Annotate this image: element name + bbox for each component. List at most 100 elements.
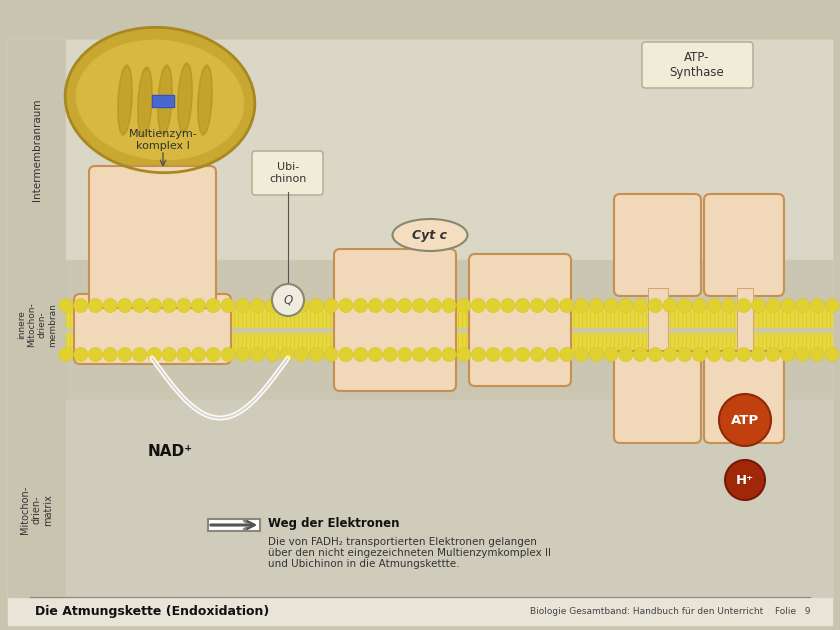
- Circle shape: [751, 299, 765, 312]
- Circle shape: [722, 299, 736, 312]
- Circle shape: [486, 299, 500, 312]
- Circle shape: [192, 299, 206, 312]
- Circle shape: [133, 299, 147, 312]
- Text: H⁺: H⁺: [736, 474, 754, 486]
- Text: Ubi-
chinon: Ubi- chinon: [270, 162, 307, 184]
- Circle shape: [339, 348, 353, 362]
- Circle shape: [221, 348, 235, 362]
- Circle shape: [725, 460, 765, 500]
- Circle shape: [280, 299, 294, 312]
- Circle shape: [619, 348, 633, 362]
- FancyBboxPatch shape: [614, 194, 701, 296]
- Circle shape: [147, 299, 161, 312]
- Circle shape: [177, 299, 191, 312]
- Circle shape: [383, 299, 397, 312]
- Circle shape: [88, 348, 102, 362]
- Circle shape: [428, 348, 441, 362]
- Circle shape: [751, 348, 765, 362]
- Circle shape: [825, 299, 839, 312]
- Circle shape: [295, 299, 308, 312]
- Circle shape: [428, 299, 441, 312]
- Bar: [8, 40, 66, 597]
- Bar: [153, 96, 173, 106]
- Ellipse shape: [392, 219, 468, 251]
- Text: über den nicht eingezeichneten Multienzymkomplex II: über den nicht eingezeichneten Multienzy…: [268, 548, 551, 558]
- Ellipse shape: [180, 67, 190, 129]
- Circle shape: [457, 348, 470, 362]
- Circle shape: [354, 299, 368, 312]
- Ellipse shape: [120, 69, 130, 131]
- FancyBboxPatch shape: [89, 166, 216, 308]
- FancyBboxPatch shape: [334, 249, 456, 391]
- Text: Die Atmungskette (Endoxidation): Die Atmungskette (Endoxidation): [35, 605, 270, 617]
- Circle shape: [398, 299, 412, 312]
- Bar: [208, 519, 260, 531]
- Circle shape: [442, 299, 456, 312]
- FancyBboxPatch shape: [469, 254, 571, 386]
- FancyBboxPatch shape: [252, 151, 323, 195]
- Circle shape: [162, 299, 176, 312]
- Circle shape: [221, 299, 235, 312]
- Circle shape: [59, 299, 73, 312]
- Circle shape: [663, 348, 677, 362]
- Circle shape: [795, 348, 810, 362]
- Circle shape: [324, 348, 339, 362]
- Circle shape: [457, 299, 470, 312]
- Circle shape: [516, 348, 530, 362]
- Circle shape: [486, 348, 500, 362]
- Circle shape: [781, 299, 795, 312]
- Text: innere
Mitochon-
drien-
membran: innere Mitochon- drien- membran: [17, 302, 57, 347]
- Circle shape: [369, 348, 382, 362]
- Circle shape: [559, 299, 574, 312]
- Circle shape: [737, 348, 751, 362]
- Circle shape: [354, 348, 368, 362]
- Bar: [152, 95, 174, 107]
- Ellipse shape: [118, 65, 132, 135]
- Text: Die von FADH₂ transportierten Elektronen gelangen: Die von FADH₂ transportierten Elektronen…: [268, 537, 537, 547]
- Ellipse shape: [178, 63, 192, 133]
- Circle shape: [103, 348, 118, 362]
- Bar: [66, 40, 832, 260]
- Ellipse shape: [197, 65, 213, 135]
- Circle shape: [412, 348, 427, 362]
- Bar: [8, 597, 832, 625]
- FancyBboxPatch shape: [704, 351, 784, 443]
- Circle shape: [118, 348, 132, 362]
- FancyBboxPatch shape: [614, 351, 701, 443]
- Circle shape: [309, 348, 323, 362]
- Bar: [66, 333, 832, 351]
- Circle shape: [678, 299, 691, 312]
- Circle shape: [501, 348, 515, 362]
- Circle shape: [236, 299, 249, 312]
- Circle shape: [272, 284, 304, 316]
- Circle shape: [575, 299, 589, 312]
- Circle shape: [559, 348, 574, 362]
- Circle shape: [633, 299, 648, 312]
- FancyBboxPatch shape: [704, 194, 784, 296]
- Circle shape: [604, 348, 618, 362]
- Ellipse shape: [66, 27, 255, 173]
- Circle shape: [250, 348, 265, 362]
- Circle shape: [398, 348, 412, 362]
- Bar: [66, 260, 832, 400]
- Circle shape: [722, 348, 736, 362]
- Circle shape: [766, 299, 780, 312]
- Ellipse shape: [200, 69, 210, 131]
- Circle shape: [678, 348, 691, 362]
- FancyBboxPatch shape: [74, 294, 231, 364]
- Text: ATP: ATP: [731, 413, 759, 427]
- Circle shape: [369, 299, 382, 312]
- Circle shape: [766, 348, 780, 362]
- Circle shape: [88, 299, 102, 312]
- Circle shape: [133, 348, 147, 362]
- Circle shape: [530, 348, 544, 362]
- Circle shape: [147, 348, 161, 362]
- Circle shape: [74, 299, 87, 312]
- FancyBboxPatch shape: [642, 42, 753, 88]
- Circle shape: [207, 299, 220, 312]
- Ellipse shape: [138, 67, 152, 137]
- Circle shape: [648, 299, 662, 312]
- Circle shape: [265, 299, 279, 312]
- Bar: [737, 288, 753, 358]
- Circle shape: [825, 348, 839, 362]
